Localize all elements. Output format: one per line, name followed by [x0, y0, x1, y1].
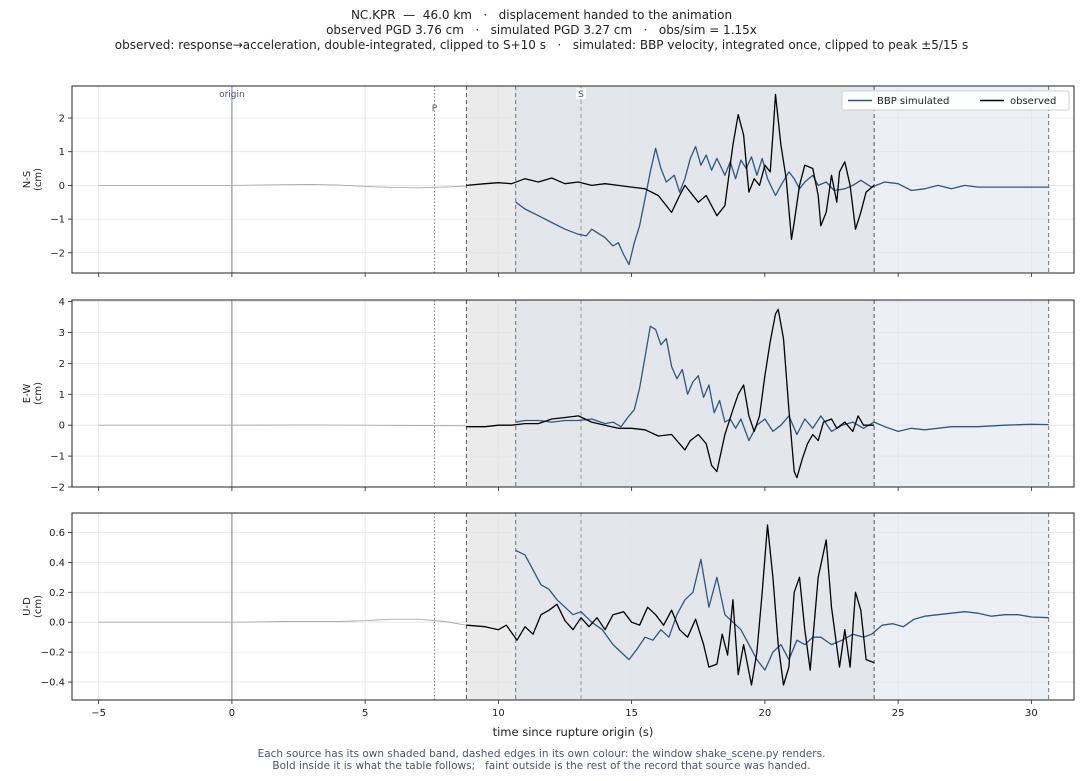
- series-group: [98, 524, 1049, 686]
- observed-faint-line: [98, 618, 467, 626]
- caption-line-1: Each source has its own shaded band, das…: [257, 748, 826, 760]
- x-tick-label: 30: [1025, 708, 1038, 719]
- panel-frame: [71, 512, 1075, 701]
- y-tick-label: 2: [59, 114, 65, 125]
- y-tick-label: −1: [50, 215, 65, 226]
- simulated-line: [515, 325, 1049, 442]
- title-line-1: NC.KPR — 46.0 km · displacement handed t…: [350, 8, 733, 22]
- series-group: [98, 93, 1049, 266]
- observed-line: [466, 524, 875, 686]
- x-tick-label: 25: [892, 708, 905, 719]
- y-tick-label: −0.2: [41, 648, 65, 659]
- y-tick-label: −0.4: [41, 678, 65, 689]
- y-tick-label: 1: [59, 390, 65, 401]
- panel-2: −0.4 −0.2 0.0 0.2 0.4 0.6 U-D(cm) −5 0 5 10 15 20 25 3…: [22, 512, 1075, 739]
- y-tick-label: 0.2: [49, 588, 65, 599]
- title-line-2: observed PGD 3.76 cm · simulated PGD 3.2…: [326, 23, 757, 37]
- y-axis-label-line: (cm): [33, 595, 44, 618]
- y-axis-label: N-S(cm): [22, 168, 44, 191]
- simulated-window-band: [515, 86, 1049, 273]
- observed-faint-line: [98, 424, 467, 427]
- y-tick-label: −2: [50, 248, 65, 259]
- y-tick-label: 0: [59, 181, 65, 192]
- y-tick-label: 0.4: [49, 558, 65, 569]
- y-axis-label: E-W(cm): [22, 382, 44, 405]
- observed-line: [466, 93, 875, 240]
- y-axis-label-line: N-S: [22, 171, 33, 188]
- panel-frame: [71, 85, 1075, 274]
- y-axis-label-line: E-W: [22, 384, 33, 404]
- simulated-window-band: [515, 513, 1049, 700]
- x-axis-label: time since rupture origin (s): [493, 725, 654, 739]
- simulated-line: [515, 549, 1049, 671]
- y-axis-label-line: (cm): [33, 168, 44, 191]
- x-tick-label: 20: [759, 708, 772, 719]
- y-tick-label: −1: [50, 452, 65, 463]
- y-axis-label: U-D(cm): [22, 595, 44, 618]
- x-tick-label: 15: [625, 708, 638, 719]
- x-tick-label: −5: [91, 708, 106, 719]
- panel-0: −2 −1 0 1 2 N-S(cm) origin P S BBP simulated obser…: [22, 85, 1075, 277]
- y-tick-label: 0.6: [49, 528, 65, 539]
- legend-box: [841, 90, 1070, 111]
- x-tick-label: 10: [492, 708, 505, 719]
- observed-faint-line: [98, 183, 467, 189]
- caption-line-2: Bold inside it is what the table follows…: [272, 760, 811, 772]
- legend-simulated-label: BBP simulated: [877, 96, 949, 107]
- legend: BBP simulated observed: [841, 90, 1070, 111]
- p-marker-label: P: [432, 104, 438, 114]
- y-tick-label: 0: [59, 421, 65, 432]
- simulated-line: [515, 145, 1049, 266]
- y-tick-label: 4: [59, 297, 65, 308]
- y-axis-label-line: (cm): [33, 382, 44, 405]
- y-tick-label: 1: [59, 147, 65, 158]
- panel-frame: [71, 299, 1075, 488]
- origin-marker-label: origin: [219, 90, 245, 100]
- x-tick-label: 5: [362, 708, 368, 719]
- s-label-bg: [575, 88, 586, 99]
- series-group: [98, 308, 1049, 479]
- x-tick-label: 0: [229, 708, 235, 719]
- y-tick-label: −2: [50, 483, 65, 494]
- y-tick-label: 2: [59, 359, 65, 370]
- y-axis-label-line: U-D: [22, 597, 33, 616]
- s-marker-label: S: [578, 90, 584, 100]
- y-tick-label: 3: [59, 328, 65, 339]
- observed-line: [466, 308, 875, 479]
- panel-1: −2 −1 0 1 2 3 4 E-W(cm): [22, 297, 1075, 494]
- title-line-3: observed: response→acceleration, double-…: [114, 38, 969, 52]
- legend-observed-label: observed: [1010, 96, 1056, 107]
- y-tick-label: 0.0: [49, 618, 65, 629]
